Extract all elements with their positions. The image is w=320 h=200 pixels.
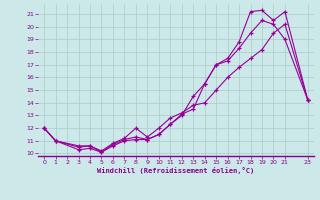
X-axis label: Windchill (Refroidissement éolien,°C): Windchill (Refroidissement éolien,°C) xyxy=(97,167,255,174)
